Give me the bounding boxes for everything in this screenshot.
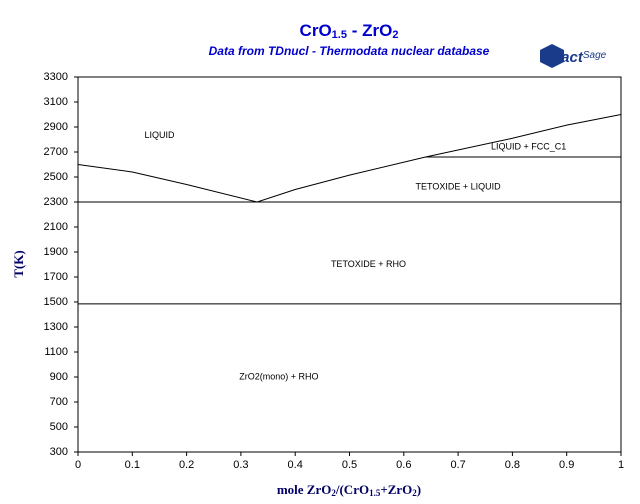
y-tick-label: 2500 [44, 171, 68, 183]
x-tick-label: 0.4 [288, 459, 303, 471]
x-axis-label: mole ZrO2/(CrO1.5+ZrO2) [277, 482, 421, 498]
subscript: 1.5 [369, 488, 381, 498]
subscript: 1.5 [332, 29, 347, 41]
x-tick-label: 0.6 [396, 459, 411, 471]
phase-label: LIQUID [144, 130, 175, 140]
y-tick-label: 1900 [44, 246, 68, 258]
phase-label: ZrO2(mono) + RHO [239, 371, 318, 381]
text-part: CrO [300, 21, 332, 40]
phase-label: TETOXIDE + RHO [331, 259, 406, 269]
phase-label: LIQUID + FCC_C1 [491, 141, 566, 151]
text-part: - ZrO [347, 21, 392, 40]
phase-label: TETOXIDE + LIQUID [416, 181, 502, 191]
x-tick-label: 0 [75, 459, 81, 471]
phase-boundary [77, 114, 622, 203]
y-tick-label: 3300 [44, 71, 68, 83]
y-tick-label: 1500 [44, 296, 68, 308]
logo: FactSage [540, 44, 607, 68]
x-tick-label: 0.5 [342, 459, 357, 471]
y-tick-label: 2900 [44, 121, 68, 133]
chart-title: CrO1.5 - ZrO2 [300, 21, 399, 40]
text-part: mole ZrO [277, 482, 332, 497]
y-tick-label: 1300 [44, 321, 68, 333]
y-tick-label: 2700 [44, 146, 68, 158]
x-tick-label: 0.1 [125, 459, 140, 471]
y-tick-label: 1700 [44, 271, 68, 283]
x-tick-label: 1 [618, 459, 624, 471]
y-tick-label: 700 [50, 396, 68, 408]
y-tick-label: 2300 [44, 196, 68, 208]
chart-subtitle: Data from TDnucl - Thermodata nuclear da… [209, 44, 490, 58]
subscript: 2 [412, 488, 417, 498]
logo-cube [540, 44, 564, 68]
y-tick-label: 1100 [44, 346, 68, 358]
text-part: ) [417, 482, 421, 497]
text-part: /(CrO [335, 482, 369, 497]
y-tick-label: 900 [50, 371, 68, 383]
logo-part: Fact [552, 49, 584, 66]
y-tick-label: 3100 [44, 96, 68, 108]
y-axis-label: T(K) [11, 250, 26, 277]
x-tick-label: 0.8 [505, 459, 520, 471]
y-tick-label: 300 [50, 446, 68, 458]
logo-text: FactSage [552, 49, 607, 66]
y-tick-label: 2100 [44, 221, 68, 233]
text-part: +ZrO [380, 482, 412, 497]
subscript: 2 [392, 29, 398, 41]
y-tick-label: 500 [50, 421, 68, 433]
logo-part: Sage [583, 50, 607, 61]
x-tick-label: 0.3 [233, 459, 248, 471]
x-tick-label: 0.2 [179, 459, 194, 471]
x-tick-label: 0.9 [559, 459, 574, 471]
x-tick-label: 0.7 [450, 459, 465, 471]
subscript: 2 [331, 488, 336, 498]
